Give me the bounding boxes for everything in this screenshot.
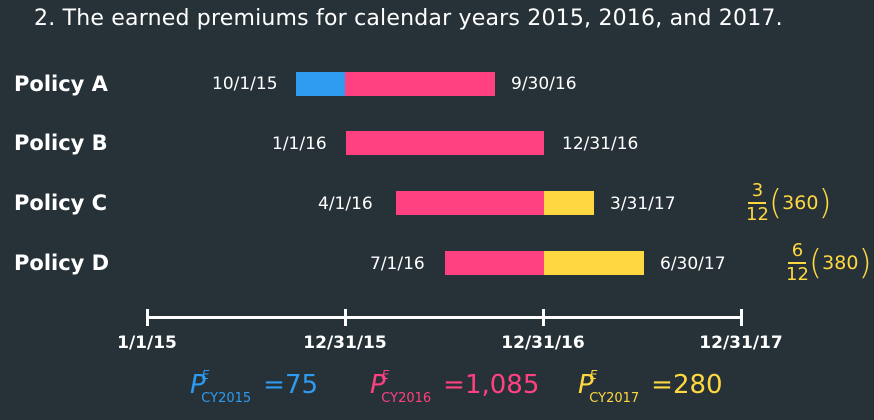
premium-value: 280 bbox=[672, 370, 723, 400]
premium-symbol: P bbox=[578, 370, 594, 400]
equals-sign: = bbox=[263, 370, 285, 400]
axis-tick-label: 12/31/15 bbox=[303, 333, 387, 353]
fraction-denominator: 12 bbox=[786, 264, 809, 285]
premium-value: 1,085 bbox=[464, 370, 540, 400]
heading: 2. The earned premiums for calendar year… bbox=[34, 6, 783, 31]
fraction-value: 360 bbox=[782, 192, 819, 214]
policy-b-label: Policy B bbox=[14, 131, 108, 155]
policy-d-fraction: 6 12 (380) bbox=[786, 240, 872, 286]
premium-superscript: E bbox=[589, 368, 598, 382]
fraction-denominator: 12 bbox=[746, 204, 769, 225]
policy-d-2016-segment bbox=[445, 251, 544, 275]
premium-cy2016: PE CY2016 =1,085 bbox=[370, 368, 540, 406]
equals-sign: = bbox=[651, 370, 673, 400]
open-paren: ( bbox=[768, 183, 783, 223]
policy-c-start-date: 4/1/16 bbox=[318, 194, 373, 214]
policy-c-fraction: 3 12 (360) bbox=[746, 180, 832, 226]
policy-a-2015-segment bbox=[296, 72, 345, 96]
fraction-numerator: 6 bbox=[791, 240, 804, 261]
axis-tick-2017-end bbox=[740, 309, 743, 326]
premium-subscript: CY2016 bbox=[381, 391, 432, 406]
policy-d-2017-segment bbox=[544, 251, 644, 275]
policy-c-end-date: 3/31/17 bbox=[610, 194, 676, 214]
premium-symbol: P bbox=[190, 370, 206, 400]
policy-b-2016-segment bbox=[346, 131, 544, 155]
premium-superscript: E bbox=[201, 368, 210, 382]
policy-c-2017-segment bbox=[544, 191, 594, 215]
premium-subscript: CY2017 bbox=[589, 391, 640, 406]
fraction-value: 380 bbox=[822, 252, 859, 274]
policy-b-start-date: 1/1/16 bbox=[272, 134, 327, 154]
policy-d-label: Policy D bbox=[14, 251, 110, 275]
policy-c-2016-segment bbox=[396, 191, 544, 215]
close-paren: ) bbox=[858, 243, 872, 283]
policy-c-label: Policy C bbox=[14, 191, 108, 215]
axis-tick-2015-start bbox=[146, 309, 149, 326]
premium-cy2015: PE CY2015 =75 bbox=[190, 368, 319, 406]
policy-a-start-date: 10/1/15 bbox=[212, 74, 278, 94]
timeline-axis bbox=[147, 316, 743, 319]
axis-tick-label: 1/1/15 bbox=[117, 333, 177, 353]
axis-tick-2015-end bbox=[344, 309, 347, 326]
premium-symbol: P bbox=[370, 370, 386, 400]
policy-a-2016-segment bbox=[345, 72, 495, 96]
fraction-bar bbox=[748, 202, 767, 204]
policy-b-end-date: 12/31/16 bbox=[562, 134, 639, 154]
premium-subscript: CY2015 bbox=[201, 391, 252, 406]
open-paren: ( bbox=[808, 243, 823, 283]
fraction-bar bbox=[788, 262, 807, 264]
policy-d-end-date: 6/30/17 bbox=[660, 254, 726, 274]
axis-tick-2016-end bbox=[542, 309, 545, 326]
premium-superscript: E bbox=[381, 368, 390, 382]
equals-sign: = bbox=[443, 370, 465, 400]
fraction-numerator: 3 bbox=[751, 180, 764, 201]
close-paren: ) bbox=[818, 183, 832, 223]
policy-d-start-date: 7/1/16 bbox=[370, 254, 425, 274]
policy-a-end-date: 9/30/16 bbox=[511, 74, 577, 94]
premium-value: 75 bbox=[284, 370, 319, 400]
axis-tick-label: 12/31/16 bbox=[501, 333, 585, 353]
axis-tick-label: 12/31/17 bbox=[699, 333, 783, 353]
policy-a-label: Policy A bbox=[14, 72, 108, 96]
premium-cy2017: PE CY2017 =280 bbox=[578, 368, 723, 406]
